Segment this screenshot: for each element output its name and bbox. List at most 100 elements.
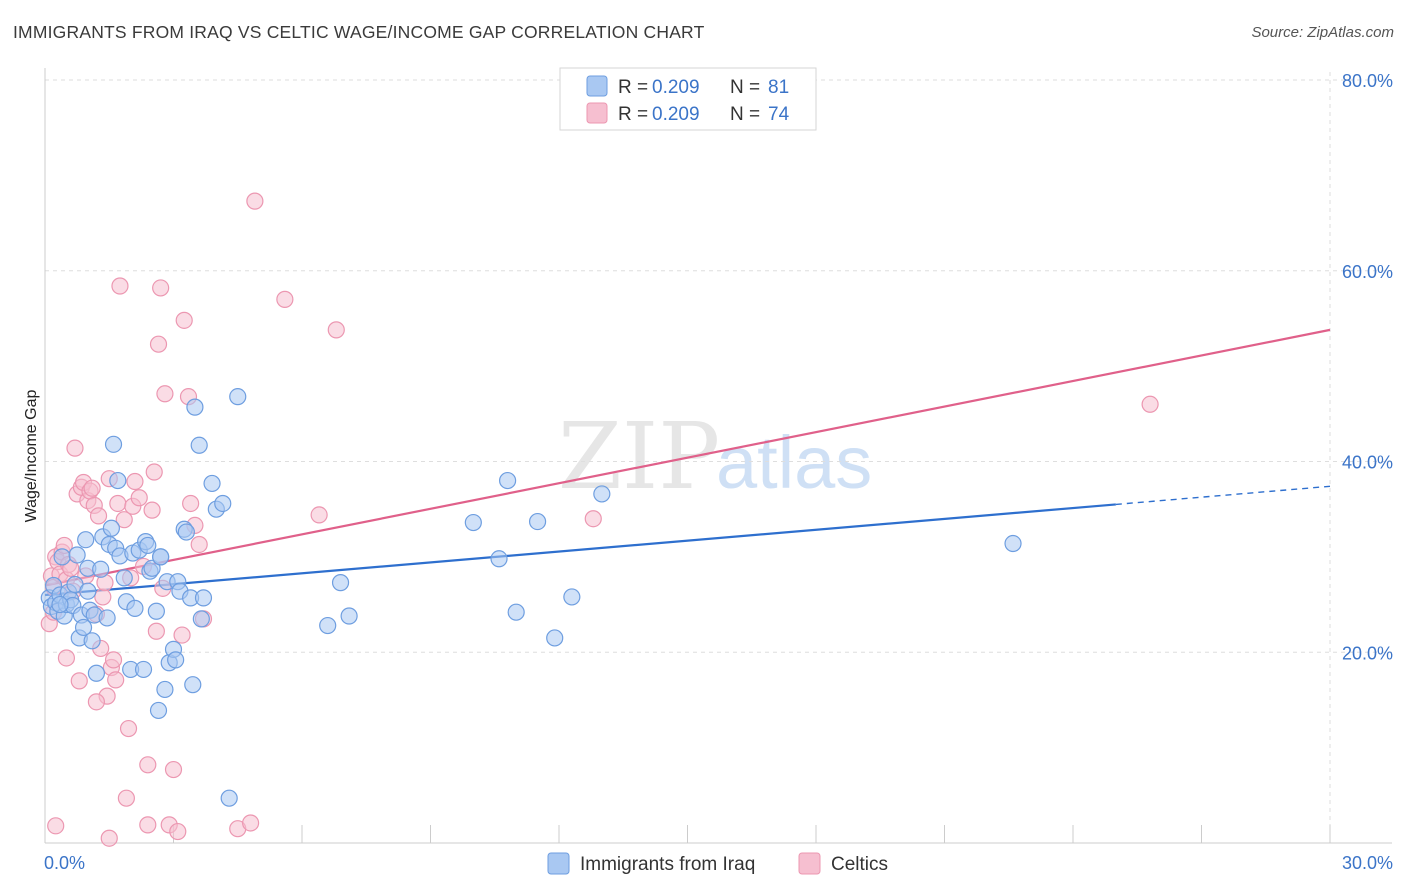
legend-n-celtics: 74 — [768, 104, 790, 125]
y-tick-label: 40.0% — [1342, 453, 1393, 473]
bottom-legend: Immigrants from Iraq Celtics — [547, 852, 888, 875]
celtic-point — [175, 311, 193, 329]
celtic-point — [147, 622, 165, 640]
y-tick-label: 20.0% — [1342, 643, 1393, 663]
legend-n-label-iraq: N = — [730, 77, 760, 98]
iraq-point — [53, 548, 71, 566]
iraq-point — [528, 512, 547, 531]
celtic-point — [66, 439, 84, 457]
celtic-point — [242, 814, 260, 832]
iraq-point — [499, 471, 517, 490]
celtic-point — [87, 693, 106, 711]
iraq-point — [214, 494, 232, 513]
iraq-point — [1004, 534, 1022, 553]
legend-swatch-iraq — [586, 75, 608, 97]
iraq-point — [331, 574, 350, 592]
x-tick-label: 30.0% — [1342, 853, 1393, 873]
y-tick-label: 60.0% — [1342, 262, 1393, 282]
bottom-legend-label-iraq: Immigrants from Iraq — [580, 854, 755, 875]
celtic-point — [164, 760, 183, 779]
celtic-point — [94, 588, 112, 606]
iraq-point — [115, 569, 133, 587]
iraq-point — [134, 660, 153, 679]
bottom-legend-swatch-iraq — [547, 852, 570, 875]
data-points — [40, 192, 1159, 847]
iraq-point — [203, 474, 221, 493]
iraq-point — [507, 603, 525, 621]
celtic-point — [139, 756, 157, 774]
celtic-point — [182, 494, 200, 513]
trend-line-solid — [44, 503, 1116, 597]
iraq-point — [149, 701, 168, 720]
celtic-point — [104, 651, 123, 669]
celtic-point — [169, 822, 187, 841]
iraq-point — [464, 513, 482, 532]
iraq-point — [229, 388, 247, 406]
watermark: ZIP atlas — [558, 403, 872, 510]
iraq-point — [51, 595, 69, 614]
celtic-point — [143, 501, 161, 519]
celtic-point — [173, 626, 191, 644]
celtic-point — [111, 277, 129, 295]
iraq-point — [98, 609, 116, 627]
legend-n-iraq: 81 — [768, 77, 789, 98]
celtic-point — [115, 511, 133, 529]
iraq-point — [156, 680, 174, 699]
y-axis-label: Wage/Income Gap — [23, 390, 40, 523]
celtic-point — [276, 290, 294, 308]
celtic-point — [83, 479, 101, 497]
iraq-point — [340, 607, 358, 625]
celtic-point — [584, 510, 602, 528]
celtic-point — [149, 335, 168, 353]
celtic-point — [190, 535, 208, 554]
iraq-point — [152, 548, 170, 566]
iraq-point — [319, 616, 337, 635]
chart-title: IMMIGRANTS FROM IRAQ VS CELTIC WAGE/INCO… — [13, 22, 705, 42]
celtic-point — [117, 789, 135, 807]
celtic-point — [89, 507, 108, 525]
celtic-point — [1141, 395, 1159, 413]
legend-r-label-celtics: R = — [618, 104, 648, 125]
celtic-point — [327, 321, 345, 339]
iraq-point — [190, 436, 208, 454]
legend-r-iraq: 0.209 — [652, 77, 700, 98]
axes — [44, 68, 1392, 844]
iraq-point — [147, 602, 165, 620]
celtic-point — [107, 671, 125, 689]
iraq-point — [74, 618, 93, 637]
celtic-point — [47, 817, 65, 835]
legend-r-celtics: 0.209 — [652, 104, 700, 125]
iraq-point — [167, 651, 185, 669]
trend-line-dashed — [1115, 485, 1331, 506]
legend-n-label-celtics: N = — [730, 104, 760, 125]
celtic-point — [109, 494, 127, 513]
iraq-point — [139, 536, 157, 555]
celtic-point — [70, 672, 88, 690]
legend-swatch-celtics — [586, 102, 608, 124]
iraq-point — [87, 664, 106, 682]
bottom-legend-label-celtics: Celtics — [831, 854, 888, 875]
iraq-point — [563, 588, 581, 606]
iraq-point — [546, 629, 564, 647]
trend-lines — [44, 328, 1331, 597]
celtic-point — [139, 816, 157, 834]
celtic-point — [100, 829, 118, 847]
celtic-point — [130, 489, 148, 507]
iraq-point — [192, 610, 210, 628]
iraq-point — [593, 485, 611, 503]
bottom-legend-swatch-celtics — [798, 852, 821, 875]
watermark-atlas: atlas — [716, 421, 872, 504]
iraq-point — [143, 559, 161, 577]
celtic-point — [57, 649, 76, 667]
legend: R = 0.209 N = 81 R = 0.209 N = 74 — [559, 67, 817, 131]
celtic-point — [310, 506, 328, 524]
celtic-point — [119, 719, 138, 738]
iraq-point — [102, 519, 120, 537]
y-tick-label: 80.0% — [1342, 71, 1393, 91]
iraq-point — [126, 599, 144, 617]
iraq-point — [194, 589, 213, 607]
celtic-point — [246, 192, 264, 210]
celtic-point — [156, 385, 174, 403]
iraq-point — [77, 531, 95, 549]
